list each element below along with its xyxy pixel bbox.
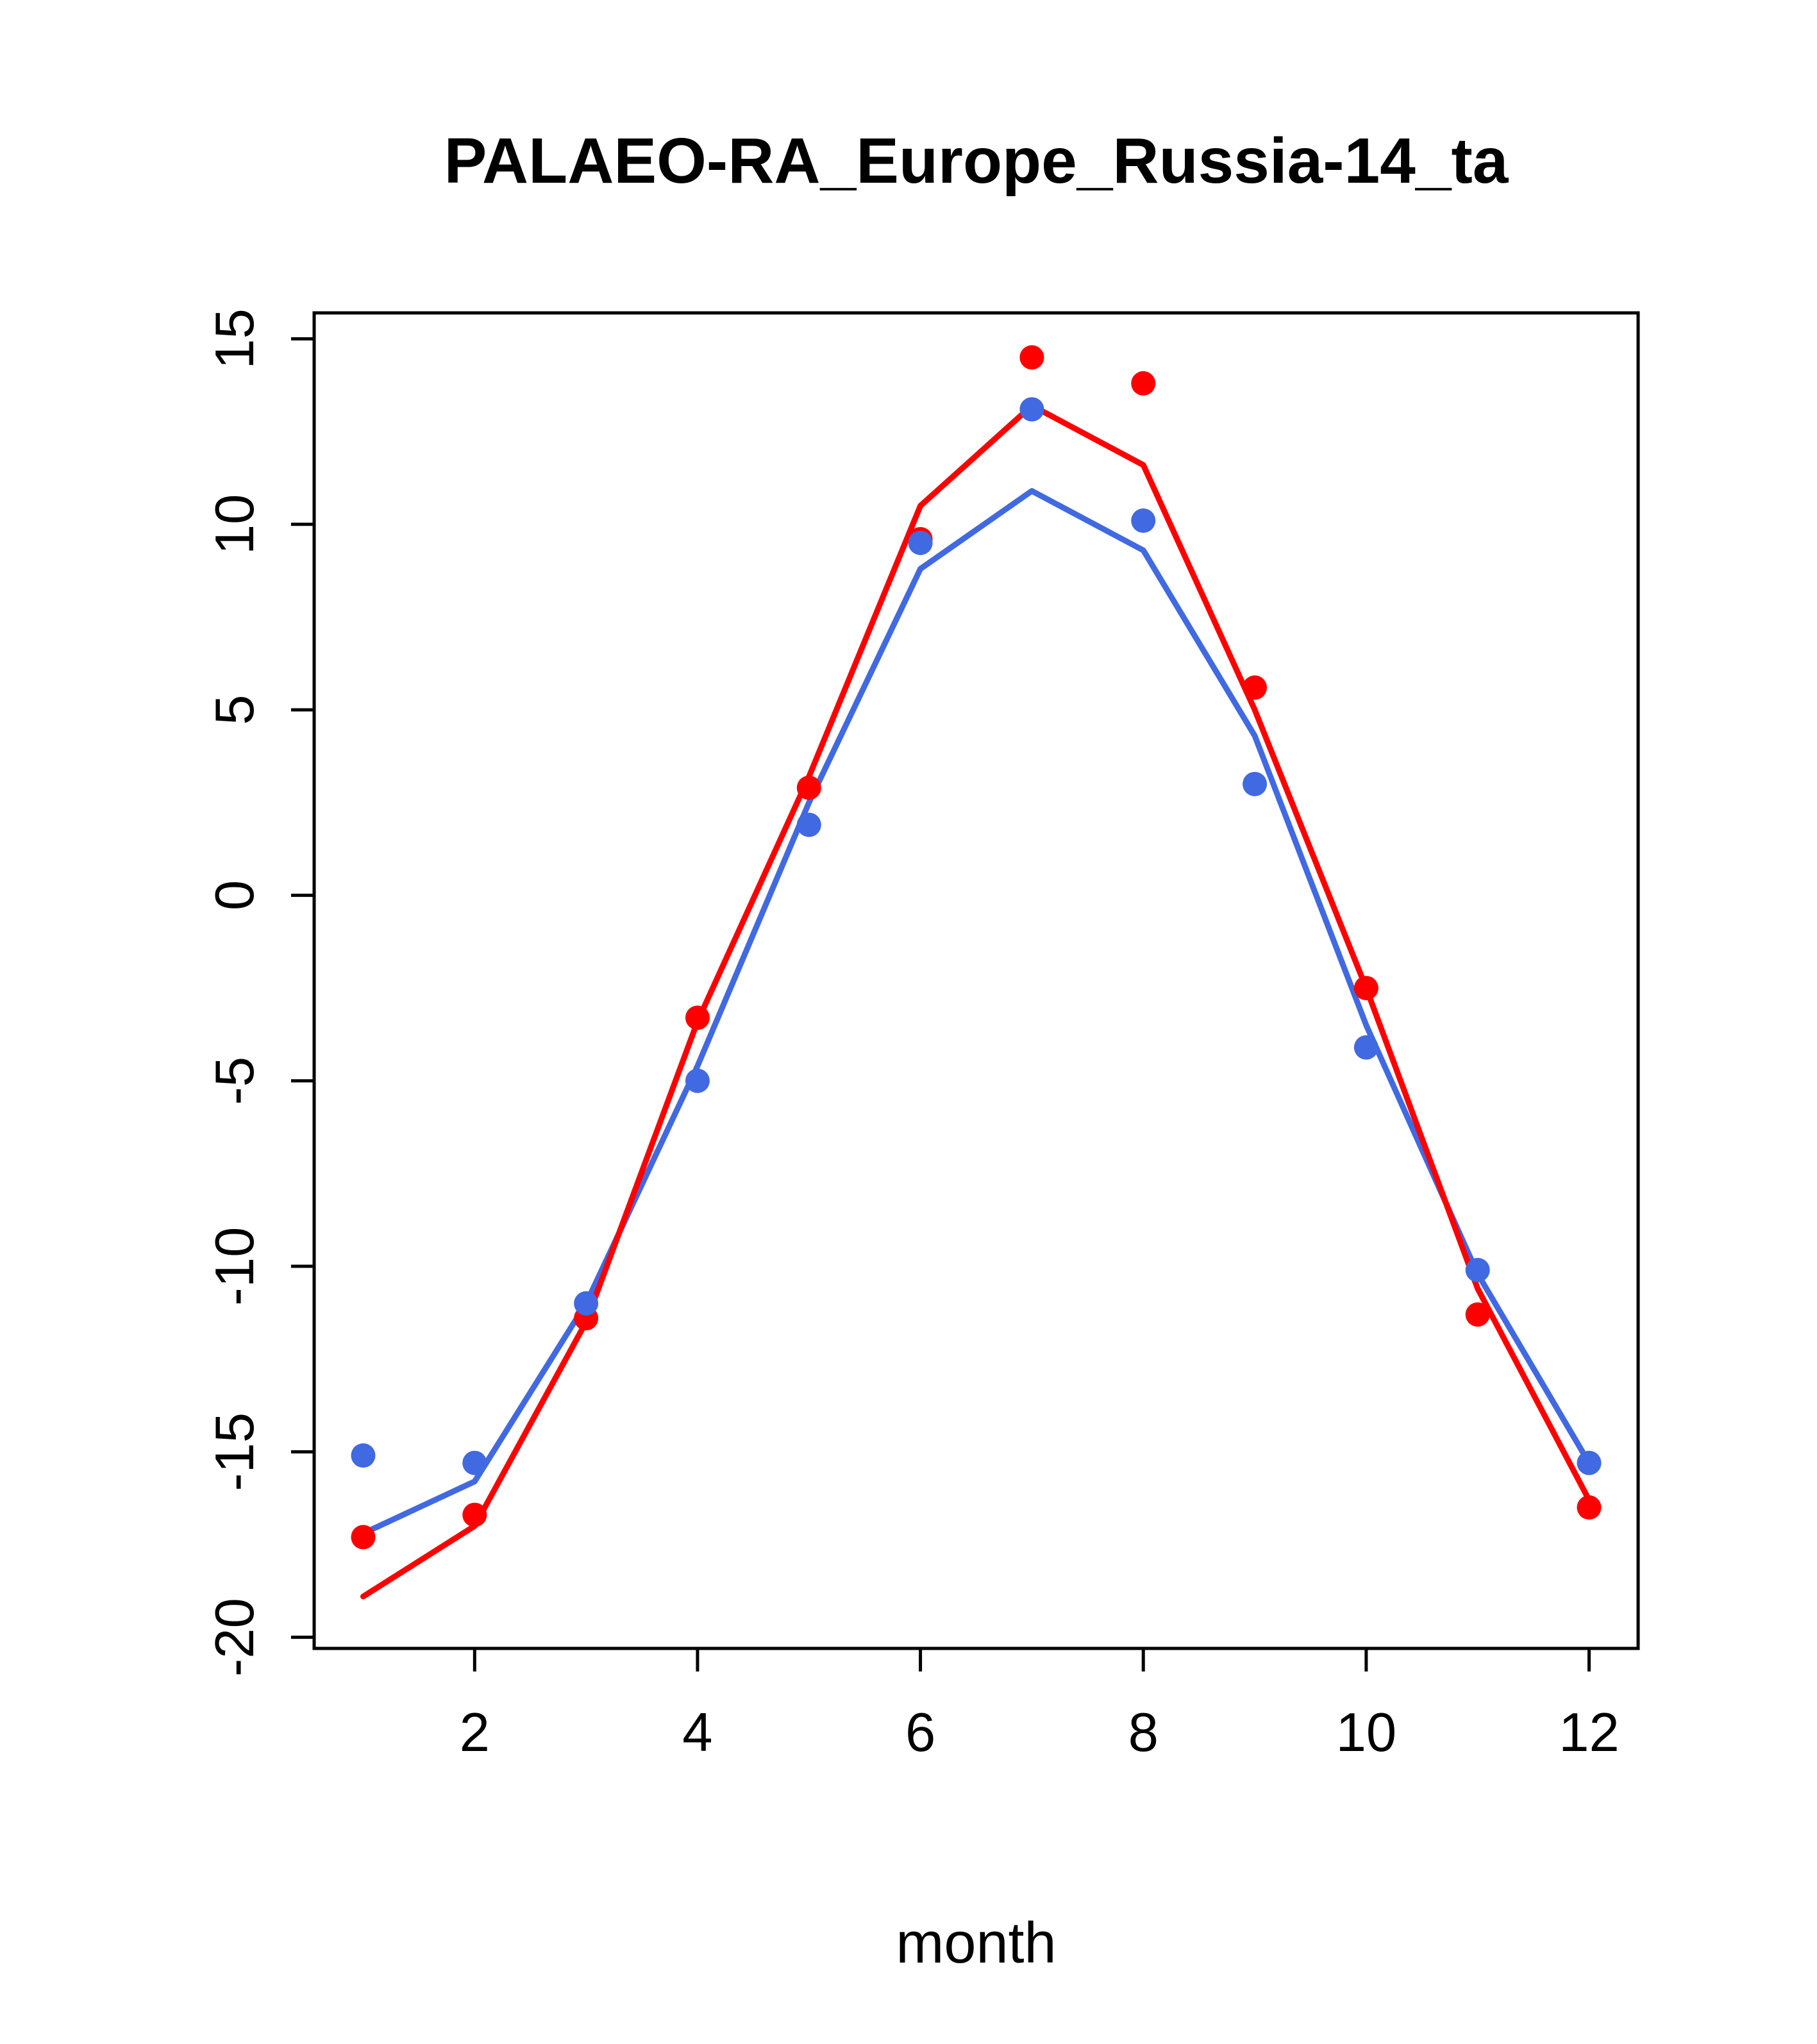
red-points-marker bbox=[462, 1502, 487, 1527]
y-axis-tick-label: 10 bbox=[205, 494, 265, 555]
red-points-marker bbox=[1465, 1302, 1490, 1327]
blue-points-marker bbox=[1577, 1450, 1602, 1475]
y-axis-tick-label: 5 bbox=[205, 694, 265, 725]
red-line bbox=[360, 403, 1593, 1600]
blue-line bbox=[360, 488, 1593, 1537]
blue-points-marker bbox=[351, 1443, 376, 1468]
blue-points-marker bbox=[1131, 508, 1156, 533]
red-points-marker bbox=[1577, 1495, 1602, 1520]
red-points-marker bbox=[351, 1525, 376, 1550]
x-axis-tick-label: 10 bbox=[1336, 1702, 1397, 1763]
blue-points-marker bbox=[796, 812, 821, 837]
plot-box bbox=[312, 311, 1640, 1650]
x-axis-tick-label: 4 bbox=[682, 1702, 712, 1763]
blue-points-marker bbox=[1465, 1257, 1490, 1282]
blue-points-marker bbox=[685, 1068, 710, 1093]
x-axis-tick-label: 12 bbox=[1559, 1702, 1620, 1763]
x-axis-tick-label: 8 bbox=[1128, 1702, 1159, 1763]
x-axis-tick-label: 6 bbox=[905, 1702, 935, 1763]
y-axis-tick-label: -15 bbox=[205, 1412, 265, 1491]
red-points-marker bbox=[685, 1005, 710, 1030]
blue-points-marker bbox=[1243, 771, 1268, 796]
y-axis-tick-label: -5 bbox=[205, 1057, 265, 1105]
y-axis-tick-label: -10 bbox=[205, 1227, 265, 1306]
red-points-marker bbox=[1019, 345, 1044, 370]
red-points-marker bbox=[1353, 976, 1378, 1001]
blue-points-marker bbox=[462, 1450, 487, 1475]
red-points-marker bbox=[796, 775, 821, 800]
blue-points-marker bbox=[1019, 397, 1044, 422]
blue-points-marker bbox=[574, 1291, 599, 1316]
y-axis-tick-label: -20 bbox=[205, 1598, 265, 1677]
x-axis-tick-label: 2 bbox=[460, 1702, 490, 1763]
blue-points-marker bbox=[1353, 1035, 1378, 1060]
x-axis-label: month bbox=[896, 1911, 1056, 1975]
red-points-marker bbox=[1243, 675, 1268, 700]
y-axis-tick-label: 0 bbox=[205, 880, 265, 910]
blue-points-marker bbox=[908, 530, 933, 555]
chart-title: PALAEO-RA_Europe_Russia-14_ta bbox=[444, 125, 1509, 197]
red-points-marker bbox=[1131, 371, 1156, 396]
y-axis-tick-label: 15 bbox=[205, 308, 265, 369]
